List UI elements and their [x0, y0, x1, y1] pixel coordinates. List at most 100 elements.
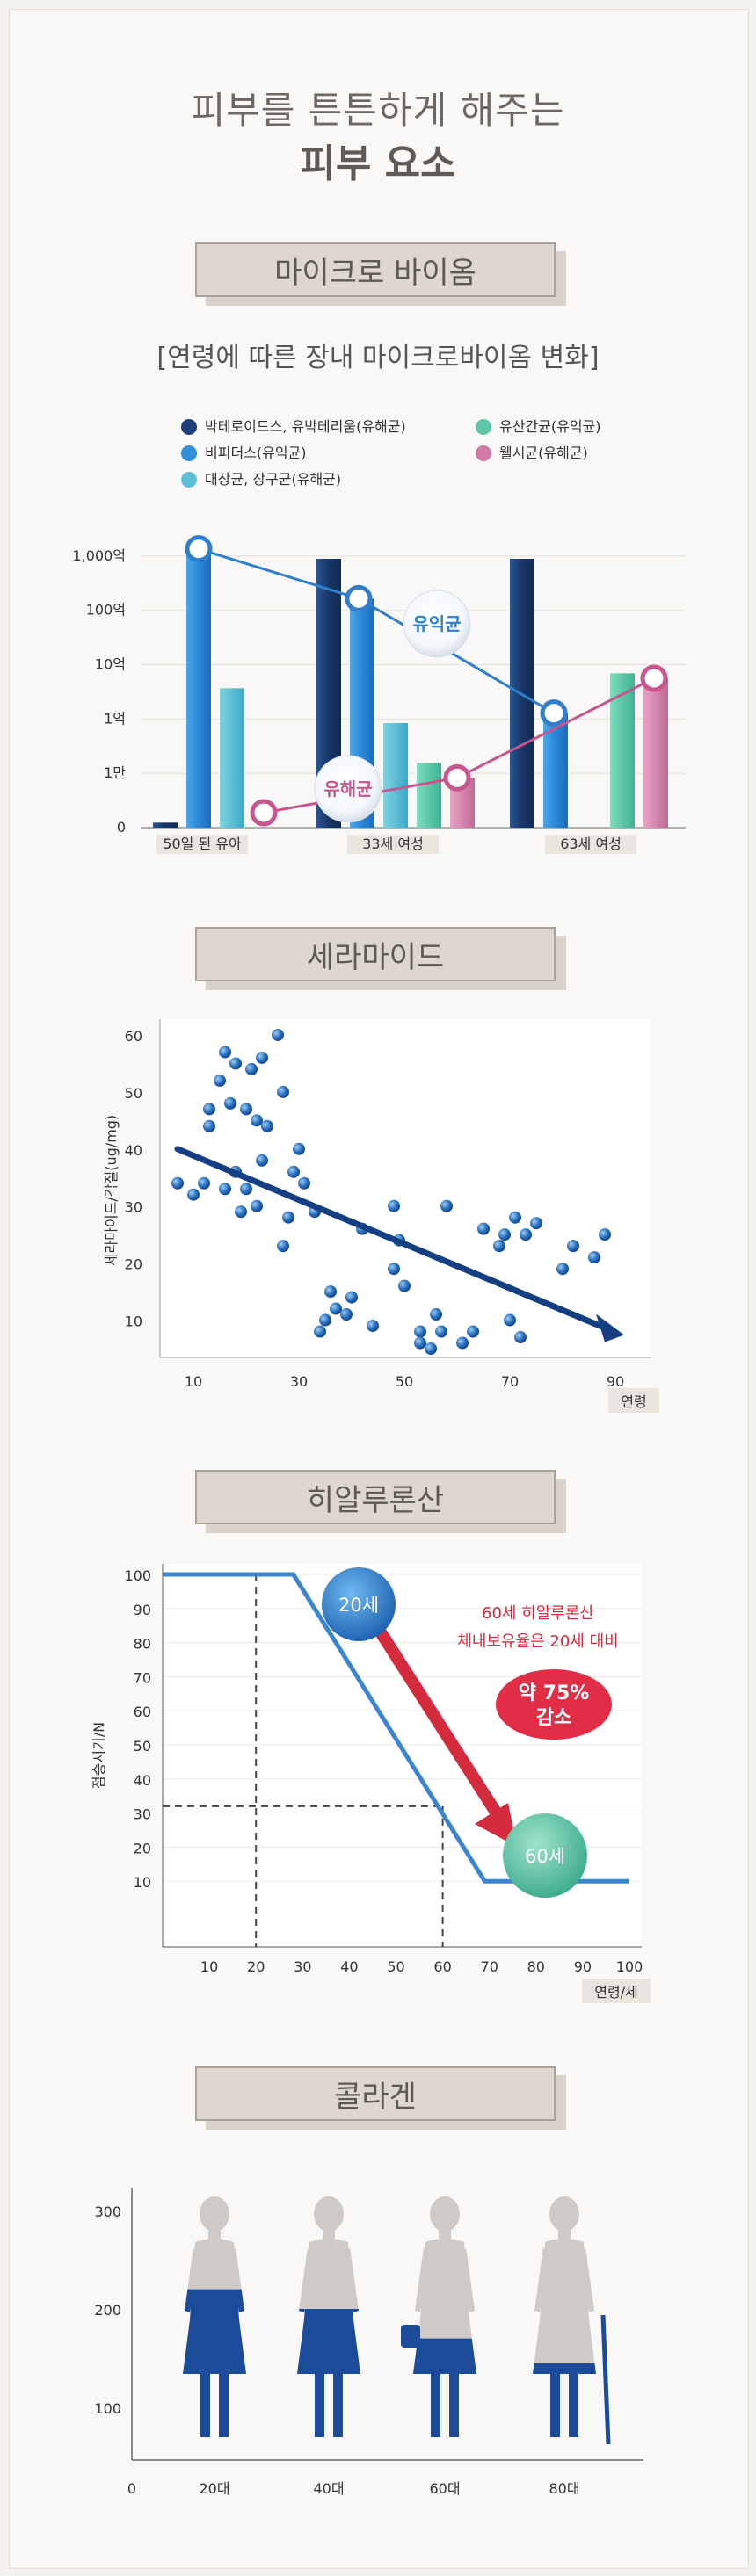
category-label-bg — [545, 835, 636, 854]
trend-bubble — [314, 755, 382, 823]
trend-marker — [250, 799, 278, 827]
trend-marker — [185, 535, 213, 563]
y-tick-label: 20 — [125, 1256, 142, 1273]
trend-arrowhead — [596, 1313, 624, 1342]
figure-shape-blue — [431, 2374, 440, 2437]
y-axis-label: 점승시기/N — [91, 1722, 107, 1789]
section-title-collagen: 콜라겐 — [195, 2066, 566, 2130]
x-tick-label: 100 — [616, 1958, 643, 1975]
trend-marker — [443, 763, 471, 792]
x-tick-label: 50 — [396, 1373, 413, 1390]
scatter-point — [293, 1142, 305, 1155]
scatter-point — [251, 1199, 263, 1212]
y-tick-label: 30 — [125, 1199, 142, 1216]
figure-shape-grey — [439, 2228, 451, 2240]
scatter-point — [298, 1176, 310, 1190]
scatter-point — [498, 1228, 511, 1241]
trend-line — [198, 547, 555, 714]
section-title-text: 세라마이드 — [195, 927, 556, 981]
annotation-badge — [496, 1669, 612, 1740]
scatter-point — [224, 1096, 236, 1110]
microbiome-chart: 박테로이드스, 유박테리움(유해균) 비피더스(유익균) 대장균, 장구균(유해균)… — [72, 418, 686, 854]
y-tick-label: 300 — [94, 2203, 121, 2220]
marker-label: 20세 — [338, 1595, 379, 1616]
figure-shape-grey — [558, 2228, 571, 2240]
marker-label: 60세 — [525, 1846, 565, 1867]
scatter-point — [504, 1313, 516, 1327]
figure-shape-blue — [235, 2289, 244, 2312]
figure-shape-blue — [183, 2289, 246, 2374]
bar — [383, 723, 408, 828]
y-tick-label: 0 — [117, 819, 126, 836]
figure-shape-grey — [200, 2196, 229, 2232]
scatter-point — [477, 1222, 490, 1235]
scatter-point — [203, 1103, 215, 1116]
legend-dot — [476, 445, 491, 461]
figure-collagen-level — [183, 2289, 246, 2437]
microbiome-subtitle: [연령에 따른 장내 마이크로바이옴 변화] — [156, 343, 600, 373]
x-tick-label: 40 — [340, 1958, 358, 1975]
y-tick-label: 40 — [125, 1142, 142, 1159]
y-tick-label: 40 — [134, 1772, 151, 1789]
figure-40대 — [297, 2196, 360, 2437]
marker-60 — [503, 1813, 587, 1898]
scatter-point — [171, 1176, 184, 1190]
bar — [643, 678, 668, 828]
y-tick-label: 10 — [125, 1313, 142, 1330]
figure-shape-grey — [580, 2247, 594, 2312]
figure-shape-grey — [461, 2247, 475, 2312]
figure-shape-blue — [353, 2309, 359, 2312]
x-tick-label: 60 — [433, 1958, 451, 1975]
figure-collagen-level — [413, 2338, 476, 2437]
y-tick-label: 70 — [134, 1669, 151, 1686]
trend-marker — [640, 664, 668, 692]
y-tick-label: 100억 — [86, 602, 126, 619]
x-tick-label: 10 — [200, 1958, 218, 1975]
y-tick-label: 50 — [125, 1085, 142, 1102]
ceramide-chart: 10 20 30 40 50 60 10 30 50 70 90 세라마이드/각질(ug/mg) 연령 — [103, 1019, 659, 1413]
trend-label: 유해균 — [323, 778, 372, 800]
headline-line1: 피부를 튼튼하게 해주는 — [191, 89, 565, 132]
figure-20대 — [183, 2196, 246, 2437]
y-tick-label: 20 — [134, 1840, 151, 1856]
scatter-point — [430, 1308, 442, 1321]
category-label: 40대 — [313, 2480, 344, 2497]
scatter-point — [599, 1228, 611, 1241]
y-tick-label: 80 — [134, 1636, 151, 1653]
bar — [610, 673, 635, 828]
annotation-badge-line2: 감소 — [536, 1707, 571, 1729]
scatter-point — [219, 1183, 231, 1196]
scatter-point — [287, 1165, 300, 1178]
scatter-point — [240, 1183, 252, 1196]
scatter-point — [256, 1051, 268, 1064]
figure-shape-grey — [549, 2196, 579, 2232]
legend-label: 웰시균(유해균) — [499, 445, 588, 461]
scatter-point — [514, 1331, 527, 1344]
scatter-point — [235, 1205, 247, 1219]
y-tick-label: 10억 — [95, 656, 126, 673]
legend-dot — [181, 445, 197, 461]
y-tick-label: 60 — [134, 1704, 151, 1720]
figure-shape-blue — [185, 2289, 194, 2312]
x-tick-label: 70 — [501, 1373, 519, 1390]
section-title-text: 히알루론산 — [195, 1470, 556, 1524]
scatter-point — [456, 1336, 469, 1350]
category-label: 80대 — [549, 2480, 579, 2497]
figure-shape-blue — [315, 2374, 324, 2437]
figure-shape-blue — [219, 2374, 229, 2437]
y-tick-label: 1억 — [104, 710, 126, 727]
category-label: 50일 된 유아 — [163, 836, 242, 852]
scatter-point — [219, 1046, 231, 1059]
scatter-point — [425, 1342, 437, 1355]
legend-dot — [476, 419, 491, 435]
scatter-point — [277, 1085, 289, 1098]
figure-collagen-level — [533, 2363, 596, 2437]
figure-shape-blue — [550, 2374, 560, 2437]
figure-shape-blue — [297, 2309, 360, 2374]
y-tick-label: 200 — [94, 2302, 121, 2319]
scatter-point — [277, 1240, 289, 1253]
scatter-point — [414, 1325, 426, 1338]
legend-label: 대장균, 장구균(유해균) — [205, 471, 341, 488]
trend-marker — [345, 584, 373, 612]
y-tick-label: 100 — [94, 2400, 121, 2417]
